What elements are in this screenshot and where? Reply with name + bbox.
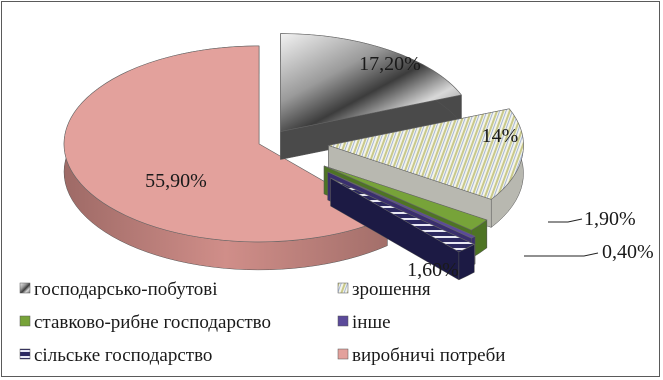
legend-item-gosp-pobut: господарсько-побутові — [19, 279, 218, 300]
legend-label: зрошення — [352, 279, 431, 300]
legend-label: господарсько-побутові — [34, 279, 218, 300]
legend-swatch — [19, 282, 31, 294]
legend-swatch — [19, 315, 31, 327]
pie-slice-zroshennya — [327, 108, 524, 228]
data-label-zroshennya: 14% — [482, 125, 519, 147]
legend-label: сільське господарство — [34, 345, 212, 366]
legend-label: виробничі потреби — [352, 345, 505, 366]
legend-swatch — [337, 282, 349, 294]
legend-swatch — [337, 348, 349, 360]
legend-swatch — [337, 315, 349, 327]
legend-label: інше — [352, 312, 391, 333]
data-label-inshe: 0,40% — [602, 241, 654, 263]
legend-item-zroshennya: зрошення — [337, 279, 431, 300]
pie-slices — [63, 33, 524, 281]
leader-line-inshe — [524, 252, 599, 257]
legend-item-stavkovo-rybne: ставково-рибне господарство — [19, 312, 271, 333]
pie-data-labels: 17,20% 14% 1,90% 0,40% 1,60% 55,90% — [145, 53, 654, 281]
chart-legend: господарсько-побутові зрошення ставково-ри… — [19, 279, 505, 366]
legend-item-vyrobnychi: виробничі потреби — [337, 345, 505, 366]
pie-slice-gosp-pobut — [280, 33, 462, 160]
data-label-silske: 1,60% — [407, 259, 459, 281]
data-label-vyrobnychi: 55,90% — [145, 170, 207, 192]
data-label-stavkovo-rybne: 1,90% — [584, 208, 636, 230]
legend-swatch — [19, 348, 31, 360]
leader-line-stavkovo-rybne — [548, 218, 583, 223]
legend-item-inshe: інше — [337, 312, 391, 333]
legend-item-silske: сільське господарство — [19, 345, 212, 366]
data-label-gosp-pobut: 17,20% — [359, 53, 421, 75]
legend-label: ставково-рибне господарство — [34, 312, 271, 333]
pie-slice-silske — [330, 177, 475, 281]
